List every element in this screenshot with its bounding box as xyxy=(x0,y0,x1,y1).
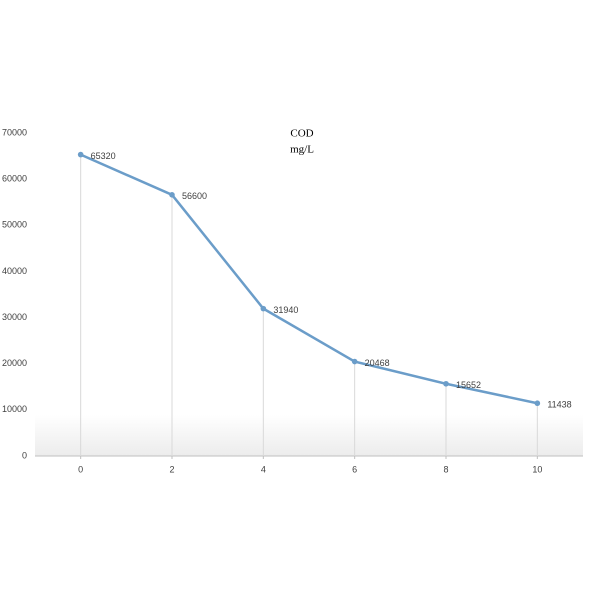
y-tick-label: 20000 xyxy=(2,358,27,368)
point xyxy=(443,380,449,387)
y-tick-label: 0 xyxy=(22,450,27,460)
plot-shade xyxy=(35,415,583,456)
y-tick-label: 50000 xyxy=(2,220,27,230)
x-tick-label: 6 xyxy=(352,464,357,474)
data-label: 20468 xyxy=(365,358,390,368)
x-tick-label: 0 xyxy=(78,464,83,474)
y-tick-label: 30000 xyxy=(2,312,27,322)
data-label: 15652 xyxy=(456,380,481,390)
point xyxy=(77,151,84,158)
y-tick-label: 40000 xyxy=(2,266,27,276)
x-tick-label: 8 xyxy=(443,464,448,474)
y-tick-label: 10000 xyxy=(2,404,27,414)
point xyxy=(534,400,541,407)
point xyxy=(169,192,175,198)
chart-subtitle: mg/L xyxy=(290,144,314,156)
y-tick-label: 70000 xyxy=(2,127,27,137)
data-label: 56600 xyxy=(182,191,207,201)
x-tick-label: 2 xyxy=(169,464,174,474)
data-label: 11438 xyxy=(547,400,571,410)
series-line xyxy=(80,153,538,405)
data-label: 65320 xyxy=(91,151,116,161)
x-tick-label: 10 xyxy=(532,464,542,474)
chart-title: COD xyxy=(290,128,313,140)
x-tick-label: 4 xyxy=(261,464,266,474)
y-tick-label: 60000 xyxy=(2,174,27,184)
point xyxy=(260,305,267,312)
point xyxy=(351,358,358,365)
data-label: 31940 xyxy=(273,305,298,315)
